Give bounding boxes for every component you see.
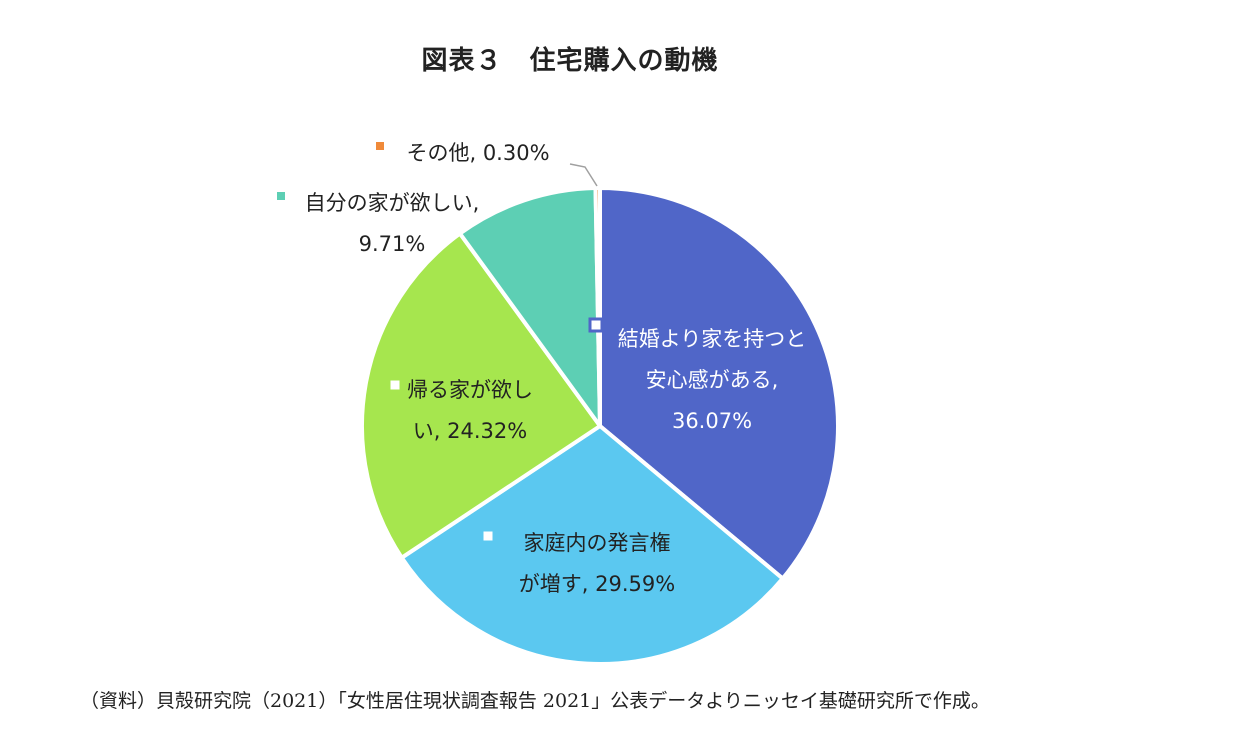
pie-slice-2 bbox=[399, 424, 785, 666]
legend-marker-3 bbox=[387, 377, 403, 393]
legend-marker-5 bbox=[376, 142, 384, 150]
slice-label-4: 自分の家が欲しい, 9.71% bbox=[305, 191, 480, 256]
pie-slice-5 bbox=[593, 185, 602, 428]
slice-label-1: 結婚より家を持つと安心感がある, 36.07% bbox=[618, 327, 807, 433]
slice-label-2: 家庭内の発言権が増す, 29.59% bbox=[519, 531, 675, 596]
legend-marker-1 bbox=[588, 317, 604, 333]
leader-line-other bbox=[569, 163, 598, 187]
legend-marker-4 bbox=[277, 192, 285, 200]
pie-slice-4 bbox=[457, 186, 602, 428]
legend-marker-2 bbox=[480, 528, 496, 544]
chart-title: 図表３ 住宅購入の動機 bbox=[421, 46, 719, 76]
pie-slice-3 bbox=[360, 231, 602, 560]
slice-label-5: その他, 0.30% bbox=[406, 141, 549, 165]
pie-slice-1 bbox=[598, 186, 840, 581]
slice-label-3: 帰る家が欲しい, 24.32% bbox=[407, 378, 533, 443]
source-note: （資料）貝殻研究院（2021）「女性居住現状調査報告 2021」公表データよりニ… bbox=[80, 690, 990, 712]
